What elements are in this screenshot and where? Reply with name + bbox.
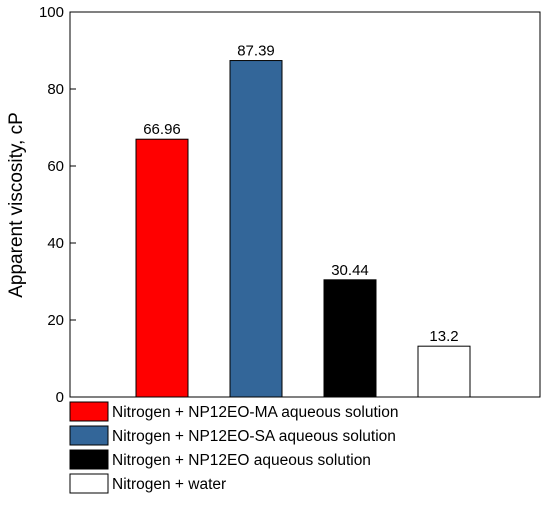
y-tick-label: 40 — [47, 235, 64, 252]
y-tick-label: 20 — [47, 312, 64, 329]
legend: Nitrogen + NP12EO-MA aqueous solution Nit… — [69, 401, 399, 494]
legend-label: Nitrogen + water — [112, 476, 226, 493]
plot-area — [69, 11, 541, 398]
legend-label: Nitrogen + NP12EO-MA aqueous solution — [112, 404, 399, 421]
bar — [417, 345, 471, 398]
legend-swatch — [69, 401, 109, 422]
legend-swatch — [69, 449, 109, 470]
bars — [135, 60, 471, 398]
y-axis: 0 20 40 60 80 100 — [39, 4, 76, 406]
y-tick-label: 0 — [56, 389, 64, 406]
bar — [135, 138, 189, 398]
data-label: 30.44 — [331, 262, 369, 279]
legend-swatch — [69, 425, 109, 446]
bar — [323, 279, 377, 398]
y-tick-label: 100 — [39, 4, 64, 21]
legend-label: Nitrogen + NP12EO aqueous solution — [112, 452, 371, 469]
data-labels: 66.96 87.39 30.44 13.2 — [143, 43, 458, 346]
y-tick-label: 80 — [47, 81, 64, 98]
y-axis-label: Apparent viscosity, cP — [6, 112, 27, 298]
y-tick-label: 60 — [47, 158, 64, 175]
bar — [229, 60, 283, 398]
legend-label: Nitrogen + NP12EO-SA aqueous solution — [112, 428, 396, 445]
data-label: 87.39 — [237, 43, 275, 60]
data-label: 66.96 — [143, 121, 181, 138]
legend-swatch — [69, 473, 109, 494]
data-label: 13.2 — [429, 328, 458, 345]
